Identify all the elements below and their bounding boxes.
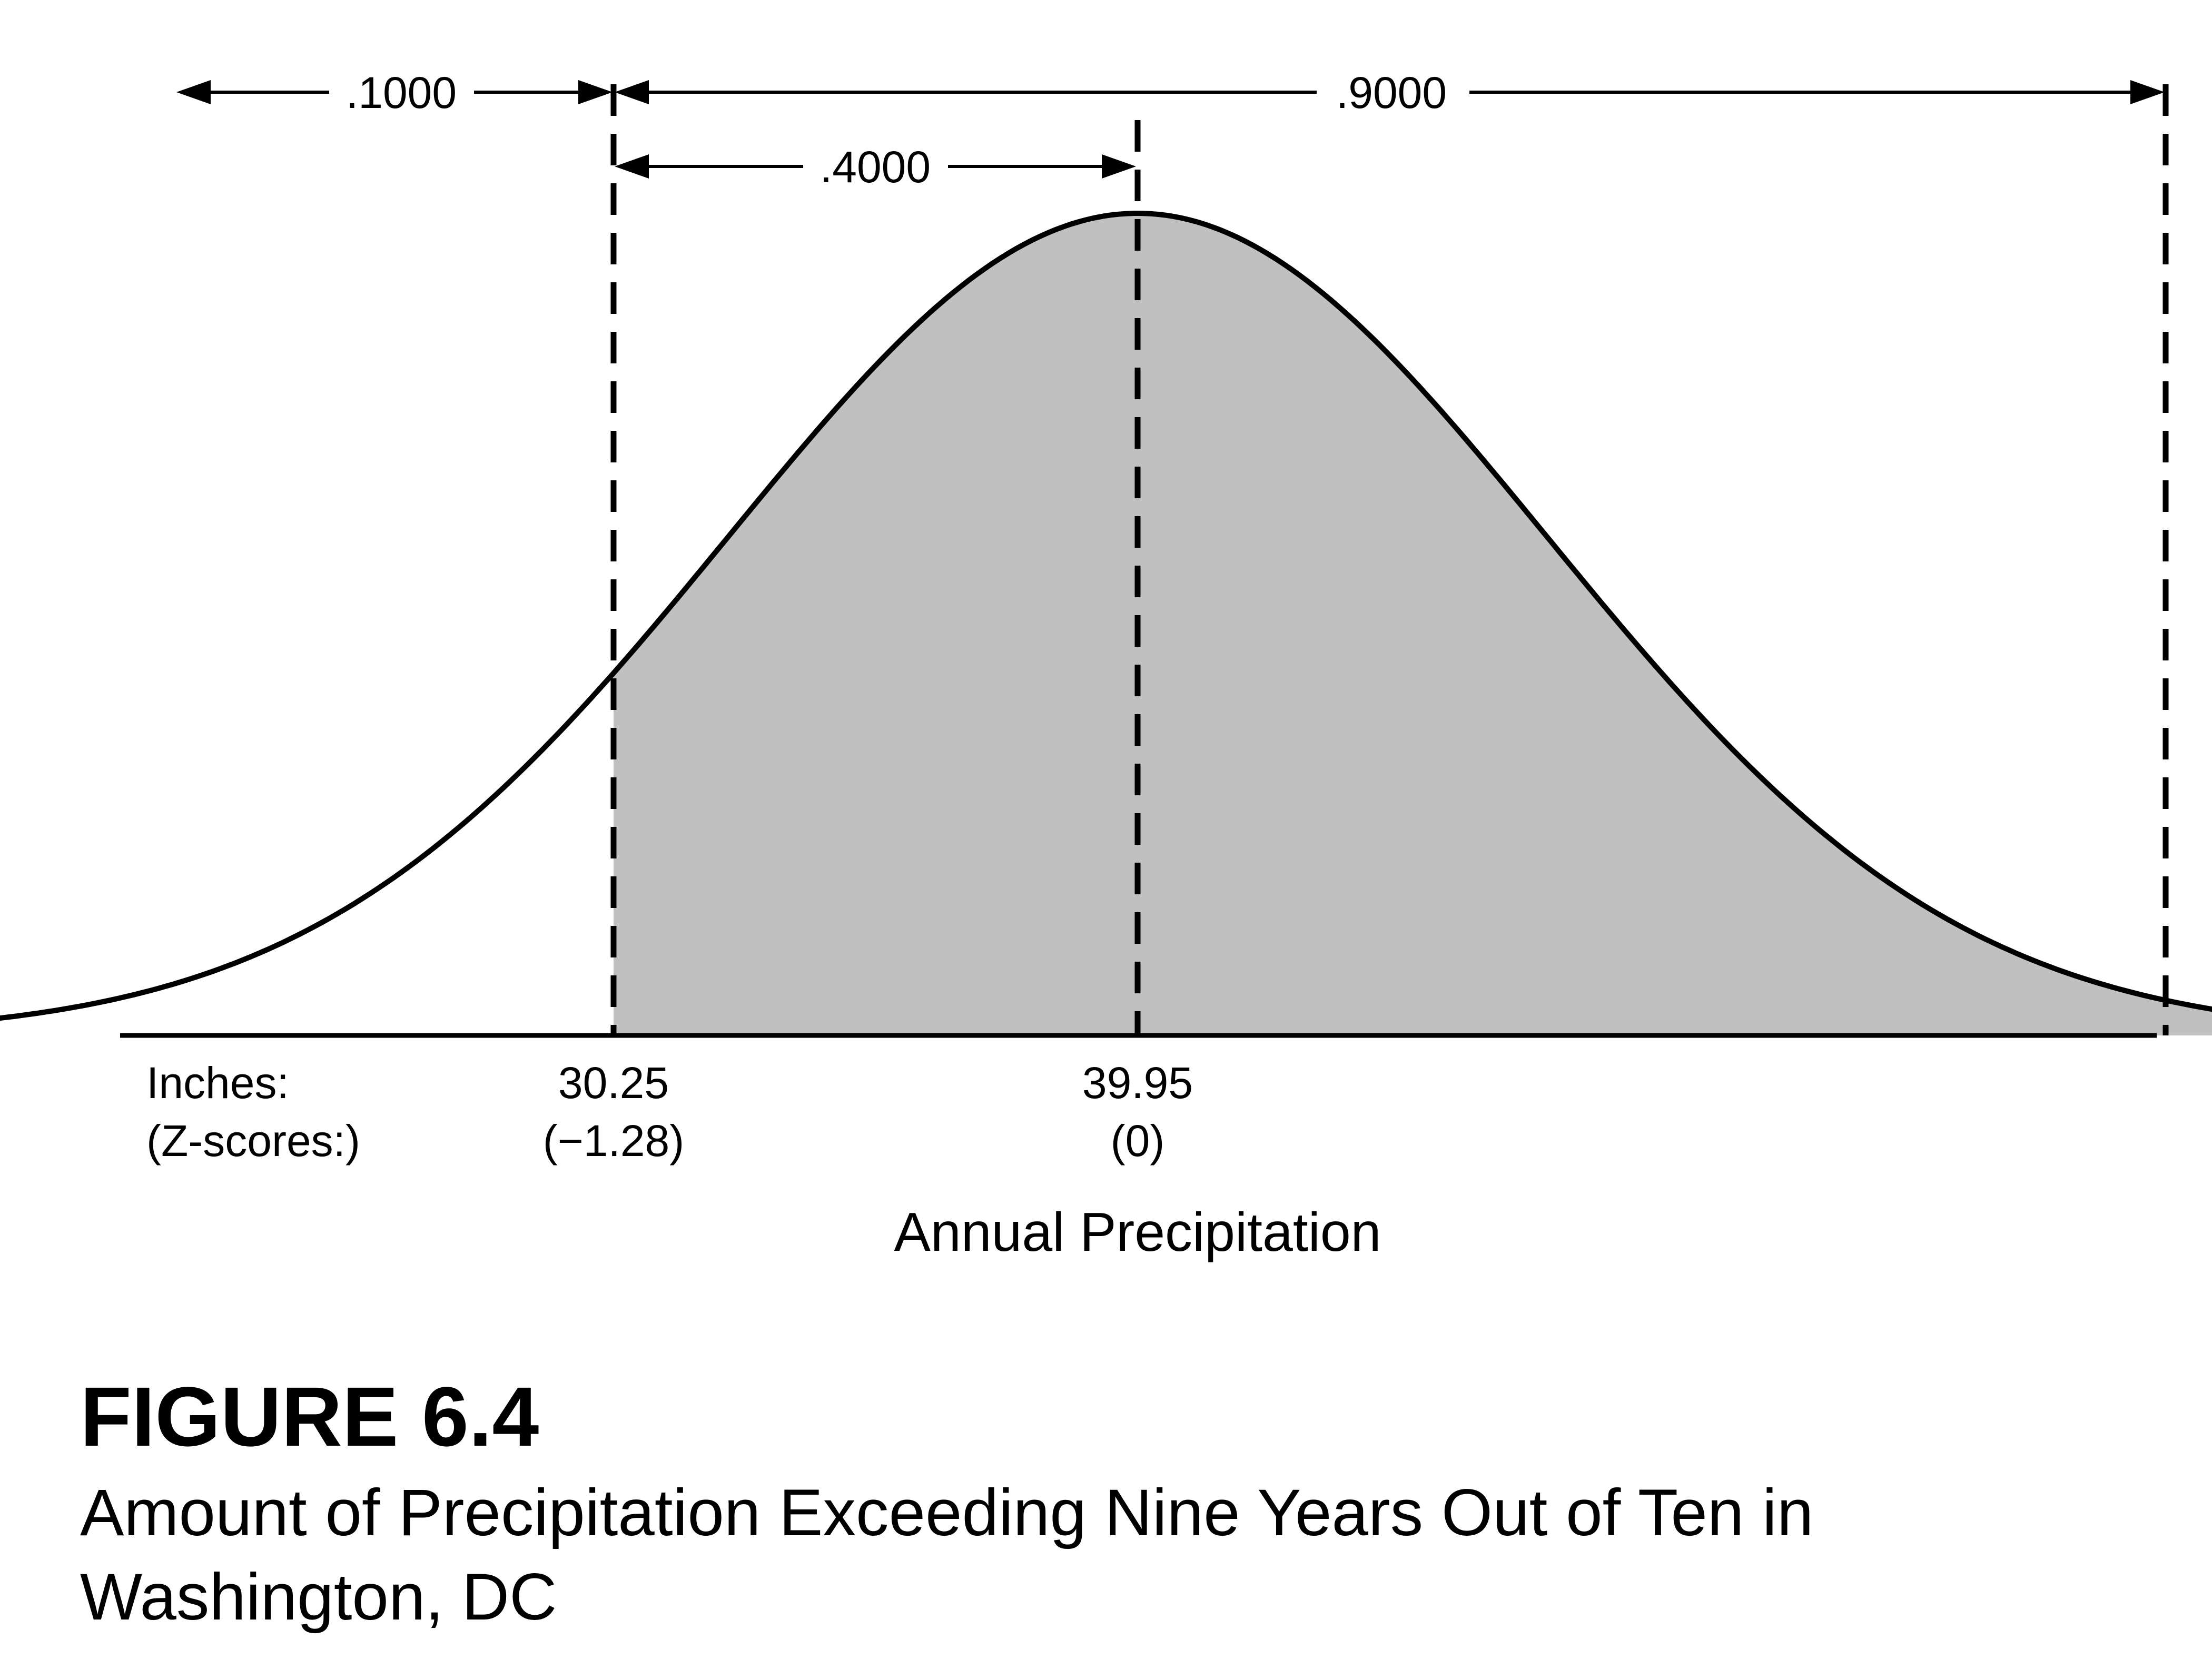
cutoff-to-mean-area-label: .4000 [820, 142, 931, 192]
dimension-left-tail: .1000 [176, 68, 613, 117]
cutoff-z-label: (−1.28) [543, 1116, 685, 1166]
arrowhead-right [2130, 80, 2165, 104]
cutoff-inches-label: 30.25 [558, 1058, 669, 1108]
mean-inches-label: 39.95 [1082, 1058, 1193, 1108]
normal-curve [0, 210, 2212, 1021]
left-tail-area-label: .1000 [346, 68, 457, 117]
arrowhead-right [578, 80, 613, 104]
arrowhead-left [176, 80, 211, 104]
figure-title-line-2: Washington, DC [80, 1561, 557, 1634]
shaded-area-above-cutoff [614, 213, 2212, 1035]
dimension-above-cutoff: .9000 [615, 68, 2165, 117]
above-cutoff-area-label: .9000 [1336, 68, 1447, 117]
figure-number: FIGURE 6.4 [80, 1369, 539, 1464]
dimension-cutoff-to-mean: .4000 [615, 142, 1136, 192]
arrowhead-left [615, 154, 649, 179]
mean-z-label: (0) [1111, 1116, 1165, 1166]
arrowhead-left [615, 80, 649, 104]
figure-title-line-1: Amount of Precipitation Exceeding Nine Y… [80, 1476, 1813, 1549]
x-axis-title: Annual Precipitation [894, 1202, 1381, 1263]
z-scores-row-label: (Z-scores:) [146, 1116, 360, 1166]
inches-row-label: Inches: [146, 1058, 289, 1108]
arrowhead-right [1102, 154, 1136, 179]
